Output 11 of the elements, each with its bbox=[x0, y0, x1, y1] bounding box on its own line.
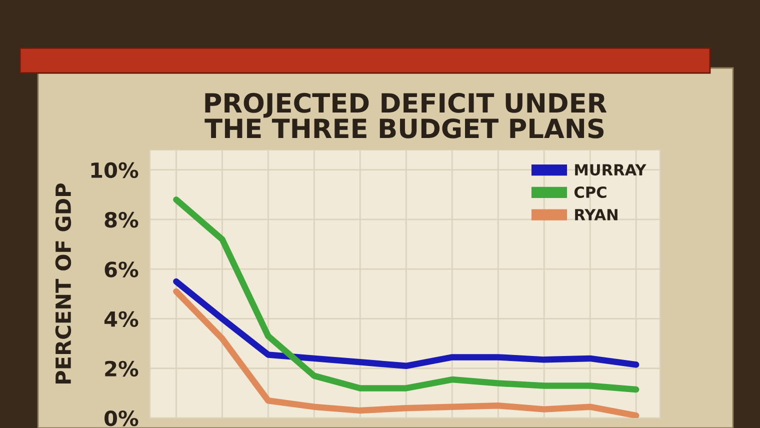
y-tick-label: 4% bbox=[104, 311, 138, 327]
chart-title: PROJECTED DEFICIT UNDER THE THREE BUDGET PLANS bbox=[204, 92, 607, 138]
y-tick-label: 10% bbox=[91, 162, 138, 178]
y-axis-title: PERCENT OF GDP bbox=[55, 183, 72, 384]
y-tick-label: 6% bbox=[104, 262, 138, 278]
legend-label: CPC bbox=[574, 186, 606, 198]
y-tick-label: 0% bbox=[104, 410, 138, 426]
legend-label: RYAN bbox=[575, 209, 618, 220]
legend-label: MURRAY bbox=[575, 164, 646, 176]
y-tick-label: 8% bbox=[104, 212, 138, 228]
y-tick-label: 2% bbox=[105, 360, 138, 377]
